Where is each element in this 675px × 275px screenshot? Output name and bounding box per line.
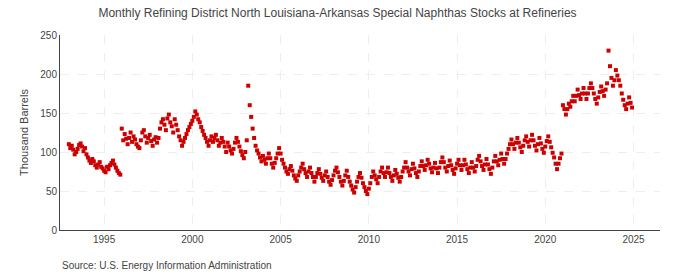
svg-text:Monthly Refining District Nort: Monthly Refining District North Louisian… — [98, 6, 576, 20]
svg-text:2020: 2020 — [534, 234, 557, 245]
svg-text:Thousand Barrels: Thousand Barrels — [18, 89, 30, 176]
svg-text:250: 250 — [40, 30, 57, 41]
svg-text:2000: 2000 — [181, 234, 204, 245]
svg-text:200: 200 — [40, 69, 57, 80]
svg-text:2010: 2010 — [358, 234, 381, 245]
svg-text:0: 0 — [51, 225, 57, 236]
svg-text:2005: 2005 — [269, 234, 292, 245]
svg-text:1995: 1995 — [93, 234, 116, 245]
svg-text:150: 150 — [40, 108, 57, 119]
svg-text:Source: U.S. Energy Informatio: Source: U.S. Energy Information Administ… — [62, 260, 272, 271]
svg-text:2025: 2025 — [622, 234, 645, 245]
svg-text:50: 50 — [46, 186, 58, 197]
svg-text:100: 100 — [40, 147, 57, 158]
svg-text:2015: 2015 — [446, 234, 469, 245]
